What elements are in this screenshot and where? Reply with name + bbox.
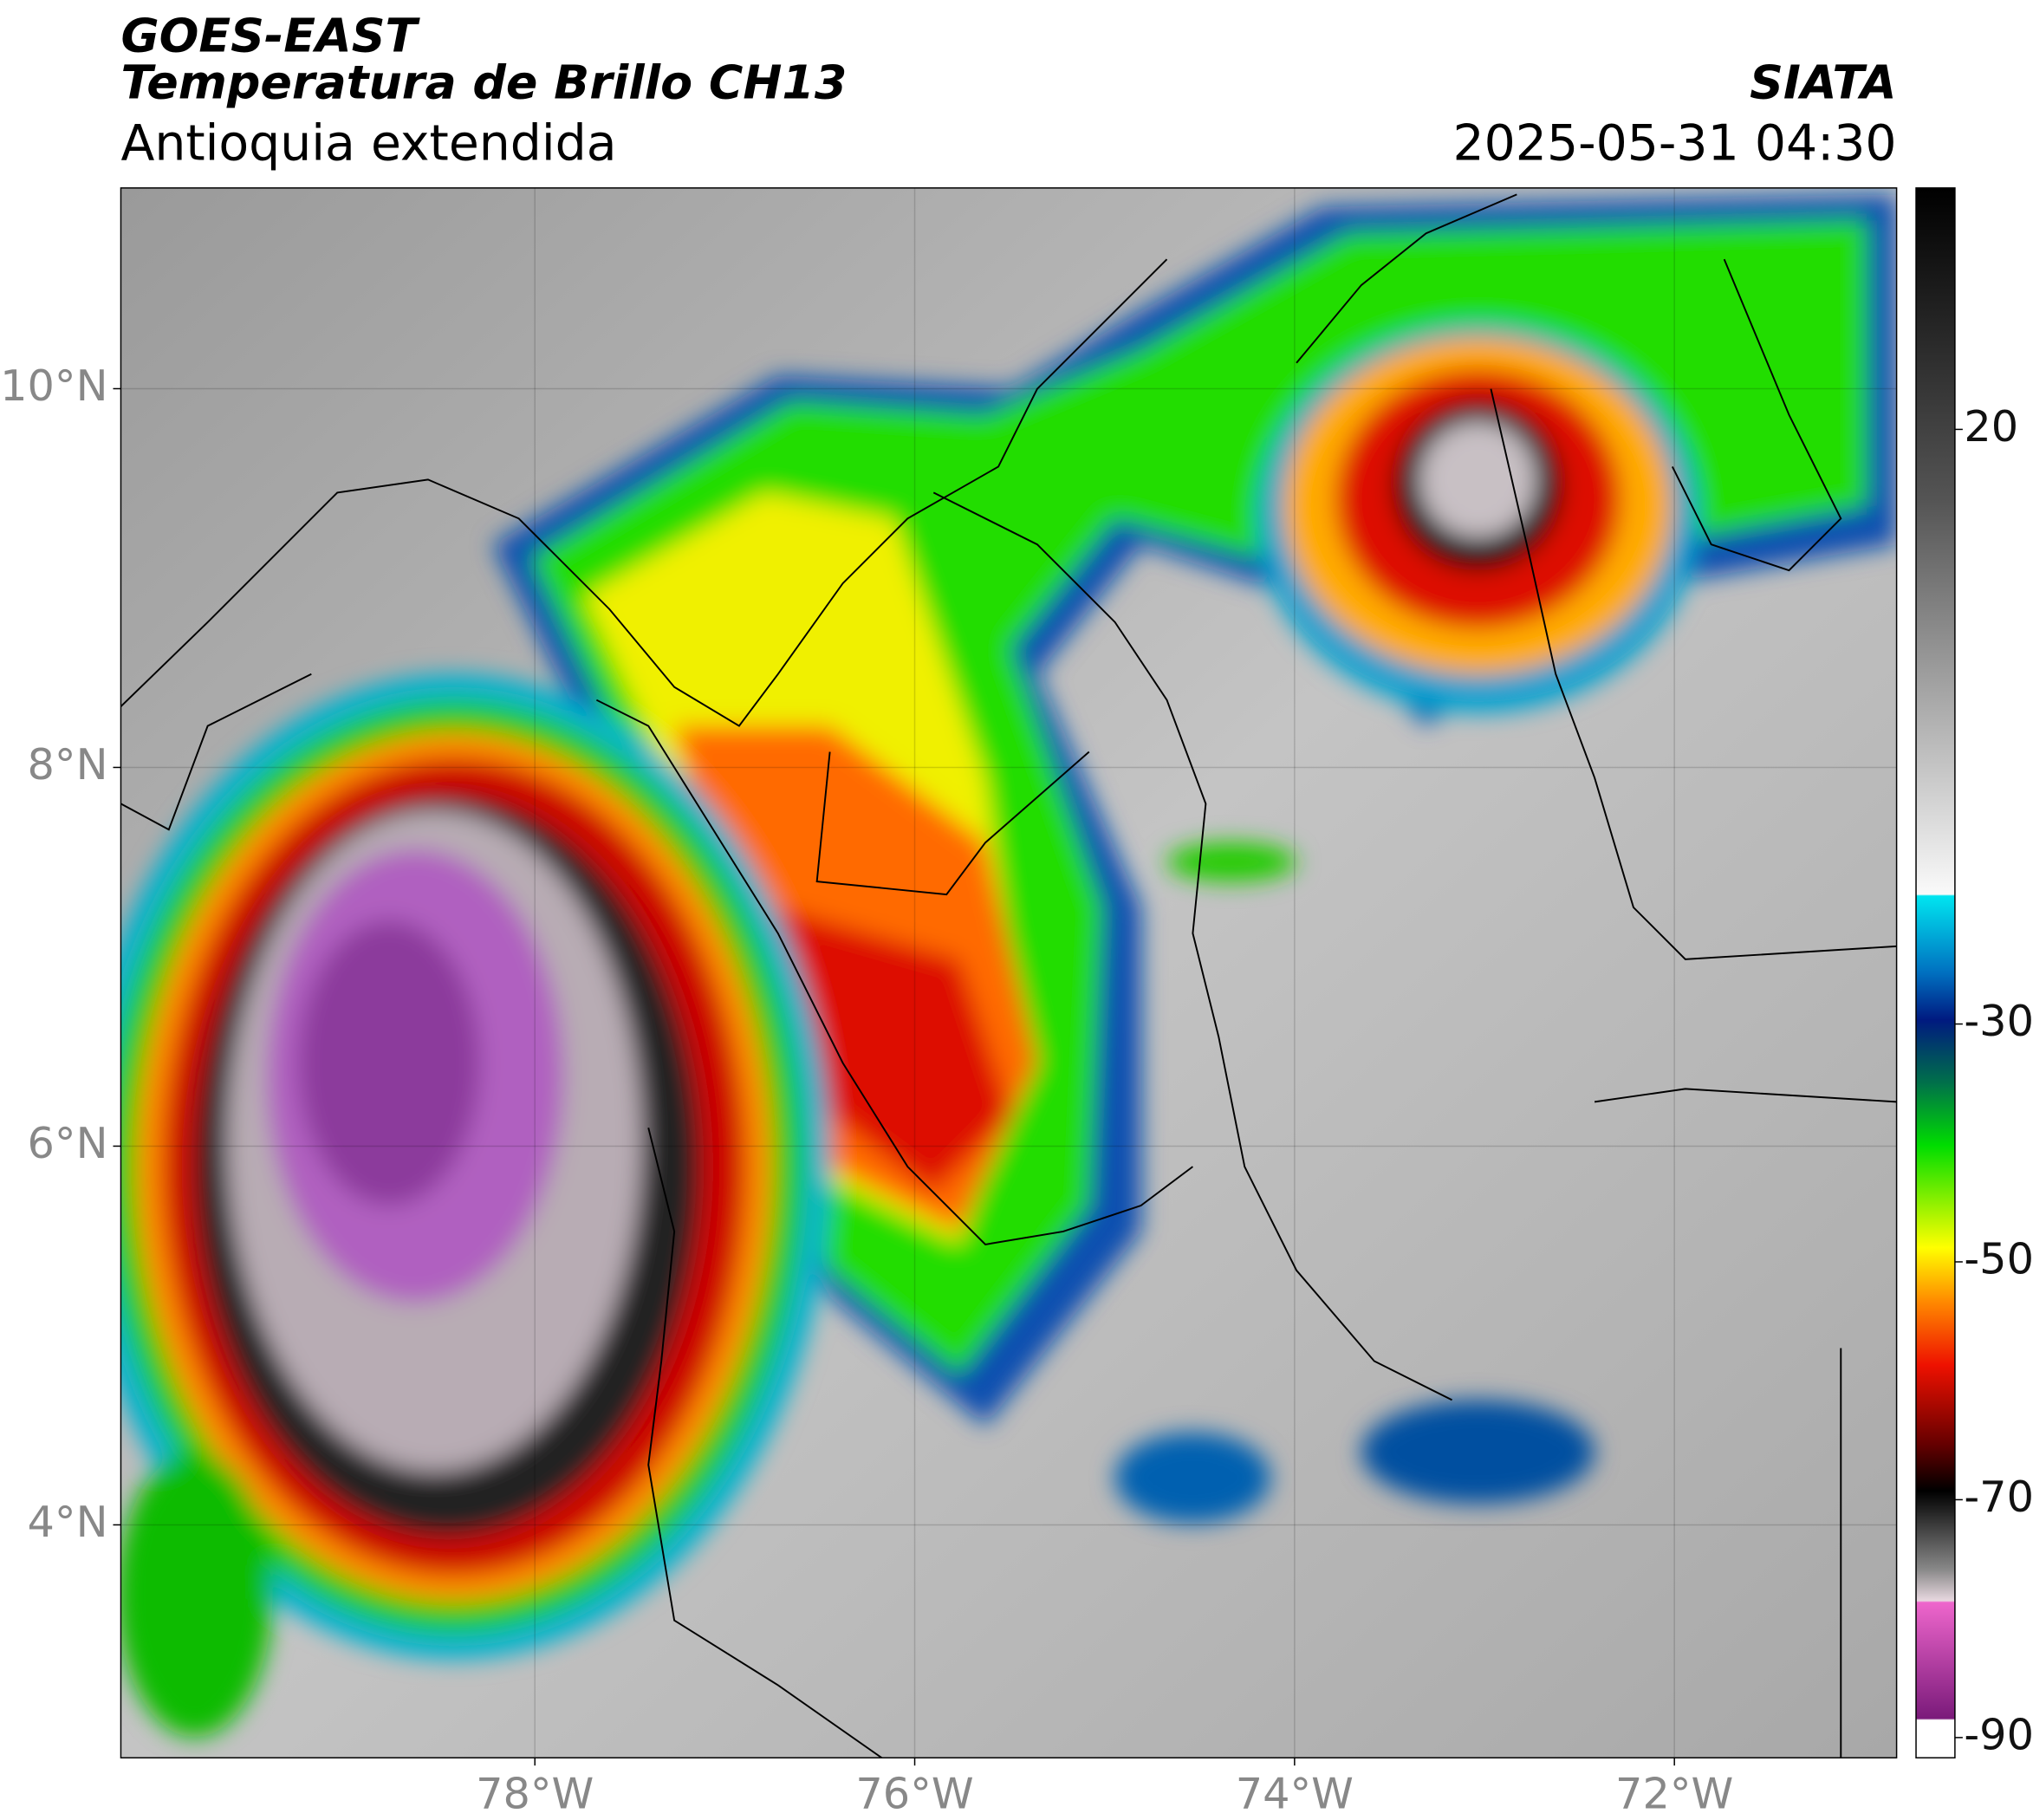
map-frame — [120, 187, 1898, 1758]
colorbar-tick-label: 20 — [1964, 401, 2018, 452]
colorbar-tick-label: -50 — [1964, 1233, 2033, 1284]
colorbar — [1915, 187, 1956, 1758]
region: Antioquia extendida — [120, 115, 616, 172]
title: GOES-EAST — [120, 9, 420, 63]
x-tick-label: 74°W — [1236, 1769, 1354, 1819]
colorbar-tick-label: -70 — [1964, 1472, 2033, 1522]
x-tick-label: 72°W — [1615, 1769, 1733, 1819]
y-tick-label: 4°N — [28, 1497, 108, 1547]
satellite-image — [120, 187, 1897, 1758]
subtitle: Temperatura de Brillo CH13 — [120, 55, 847, 109]
source: SIATA — [1750, 55, 1897, 109]
y-tick-label: 8°N — [28, 739, 108, 790]
y-tick-label: 10°N — [0, 361, 107, 411]
timestamp: 2025-05-31 04:30 — [1453, 115, 1897, 172]
colorbar-tick-label: -90 — [1964, 1709, 2033, 1759]
x-tick-label: 78°W — [476, 1769, 594, 1819]
x-tick-label: 76°W — [855, 1769, 973, 1819]
y-tick-label: 6°N — [28, 1118, 108, 1168]
colorbar-tick-label: -30 — [1964, 996, 2033, 1046]
